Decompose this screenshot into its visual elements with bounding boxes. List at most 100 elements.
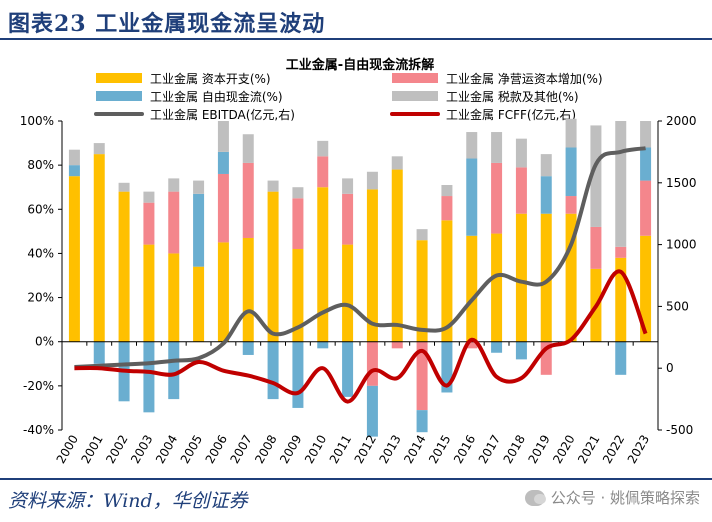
right-tick-label: 1500 [666, 176, 697, 190]
bar-1-2002 [118, 191, 130, 342]
x-tick-label: 2012 [352, 433, 379, 466]
bar-1-2000 [68, 176, 80, 342]
bar-4-2003 [143, 191, 155, 203]
bar-4-2019 [540, 154, 552, 177]
bar-4-2009 [292, 187, 304, 199]
legend-label-4: 工业金属 EBITDA(亿元,右) [150, 107, 295, 122]
bar-4-2012 [366, 171, 378, 190]
bar-4-2017 [491, 132, 503, 163]
bar-3-2016 [466, 158, 478, 236]
bar-2-2018 [515, 167, 527, 214]
bar-4-2010 [317, 140, 329, 157]
bar-4-2021 [590, 125, 602, 227]
bar-1-2017 [491, 233, 503, 342]
x-tick-label: 2020 [550, 433, 577, 466]
legend-swatch-3 [392, 91, 438, 101]
x-tick-label: 2023 [625, 433, 652, 466]
bar-1-2004 [168, 253, 180, 342]
bar-3-2022 [615, 341, 627, 375]
right-tick-label: 500 [666, 299, 689, 313]
x-tick-label: 2008 [252, 433, 279, 466]
bar-1-2005 [193, 266, 205, 342]
x-tick-label: 2011 [327, 433, 354, 466]
bar-4-2011 [342, 178, 354, 194]
legend-swatch-0 [96, 73, 142, 83]
x-tick-label: 2007 [227, 433, 254, 466]
legend-swatch-1 [392, 73, 438, 83]
bar-2-2013 [391, 341, 403, 349]
bar-3-2020 [565, 147, 577, 197]
bar-3-2009 [292, 341, 304, 408]
bar-1-2011 [342, 244, 354, 342]
right-tick-label: 2000 [666, 114, 697, 128]
right-tick-label: 1000 [666, 238, 697, 252]
bar-4-2002 [118, 182, 130, 192]
left-tick-label: 60% [27, 202, 54, 216]
bar-4-2008 [267, 180, 279, 192]
bar-3-2001 [93, 341, 105, 364]
bar-1-2015 [441, 220, 453, 342]
legend-label-2: 工业金属 自由现金流(%) [150, 89, 283, 104]
bar-3-2011 [342, 341, 354, 397]
bar-4-2005 [193, 180, 205, 194]
bar-1-2007 [242, 237, 254, 342]
legend-label-0: 工业金属 资本开支(%) [150, 71, 271, 86]
bar-3-2015 [441, 341, 453, 393]
left-tick-label: 80% [27, 158, 54, 172]
bar-2-2010 [317, 156, 329, 188]
bar-2-2017 [491, 162, 503, 234]
bar-2-2021 [590, 226, 602, 269]
bar-1-2014 [416, 240, 428, 342]
x-tick-label: 2002 [103, 433, 130, 466]
figure-header: 图表23 工业金属现金流呈波动 [0, 0, 712, 40]
x-tick-label: 2021 [575, 433, 602, 466]
chart-title: 工业金属-自由现金流拆解 [286, 57, 434, 73]
left-tick-label: -40% [23, 423, 54, 437]
bar-3-2018 [515, 341, 527, 360]
bar-4-2023 [640, 121, 652, 148]
bar-1-2009 [292, 249, 304, 342]
bar-1-2008 [267, 191, 279, 342]
bar-1-2019 [540, 213, 552, 342]
bar-3-2017 [491, 341, 503, 353]
bar-1-2003 [143, 244, 155, 342]
bar-1-2006 [217, 242, 229, 342]
bar-3-2010 [317, 341, 329, 349]
bar-3-2008 [267, 341, 279, 400]
legend-swatch-2 [96, 91, 142, 101]
x-tick-label: 2015 [426, 433, 453, 466]
bar-3-2005 [193, 193, 205, 267]
bar-4-2004 [168, 178, 180, 192]
watermark-text: 公众号 · 姚佩策略探索 [550, 489, 700, 507]
bar-1-2010 [317, 187, 329, 342]
figure-title: 图表23 工业金属现金流呈波动 [8, 11, 326, 37]
bar-2-2016 [466, 341, 478, 349]
bar-3-2012 [366, 385, 378, 437]
bar-2-2022 [615, 246, 627, 258]
right-tick-label: 0 [666, 361, 674, 375]
bar-4-2016 [466, 132, 478, 159]
right-tick-label: -500 [666, 423, 693, 437]
bar-1-2020 [565, 213, 577, 342]
bar-2-2009 [292, 198, 304, 250]
x-tick-label: 2016 [451, 433, 478, 466]
bar-4-2020 [565, 118, 577, 148]
bar-3-2004 [168, 341, 180, 400]
bar-4-2015 [441, 185, 453, 197]
bar-3-2000 [68, 165, 80, 177]
left-tick-label: 0% [35, 335, 54, 349]
bar-2-2004 [168, 191, 180, 254]
x-tick-label: 2014 [401, 433, 428, 466]
legend-label-3: 工业金属 税款及其他(%) [446, 89, 579, 104]
bar-2-2015 [441, 196, 453, 221]
bar-1-2022 [615, 257, 627, 342]
bar-1-2013 [391, 169, 403, 342]
x-tick-label: 2018 [501, 433, 528, 466]
bar-2-2012 [366, 341, 378, 386]
left-tick-label: 40% [27, 246, 54, 260]
watermark: 公众号 · 姚佩策略探索 [524, 487, 700, 508]
x-tick-label: 2013 [376, 433, 403, 466]
left-tick-label: 20% [27, 291, 54, 305]
bar-1-2023 [640, 235, 652, 342]
